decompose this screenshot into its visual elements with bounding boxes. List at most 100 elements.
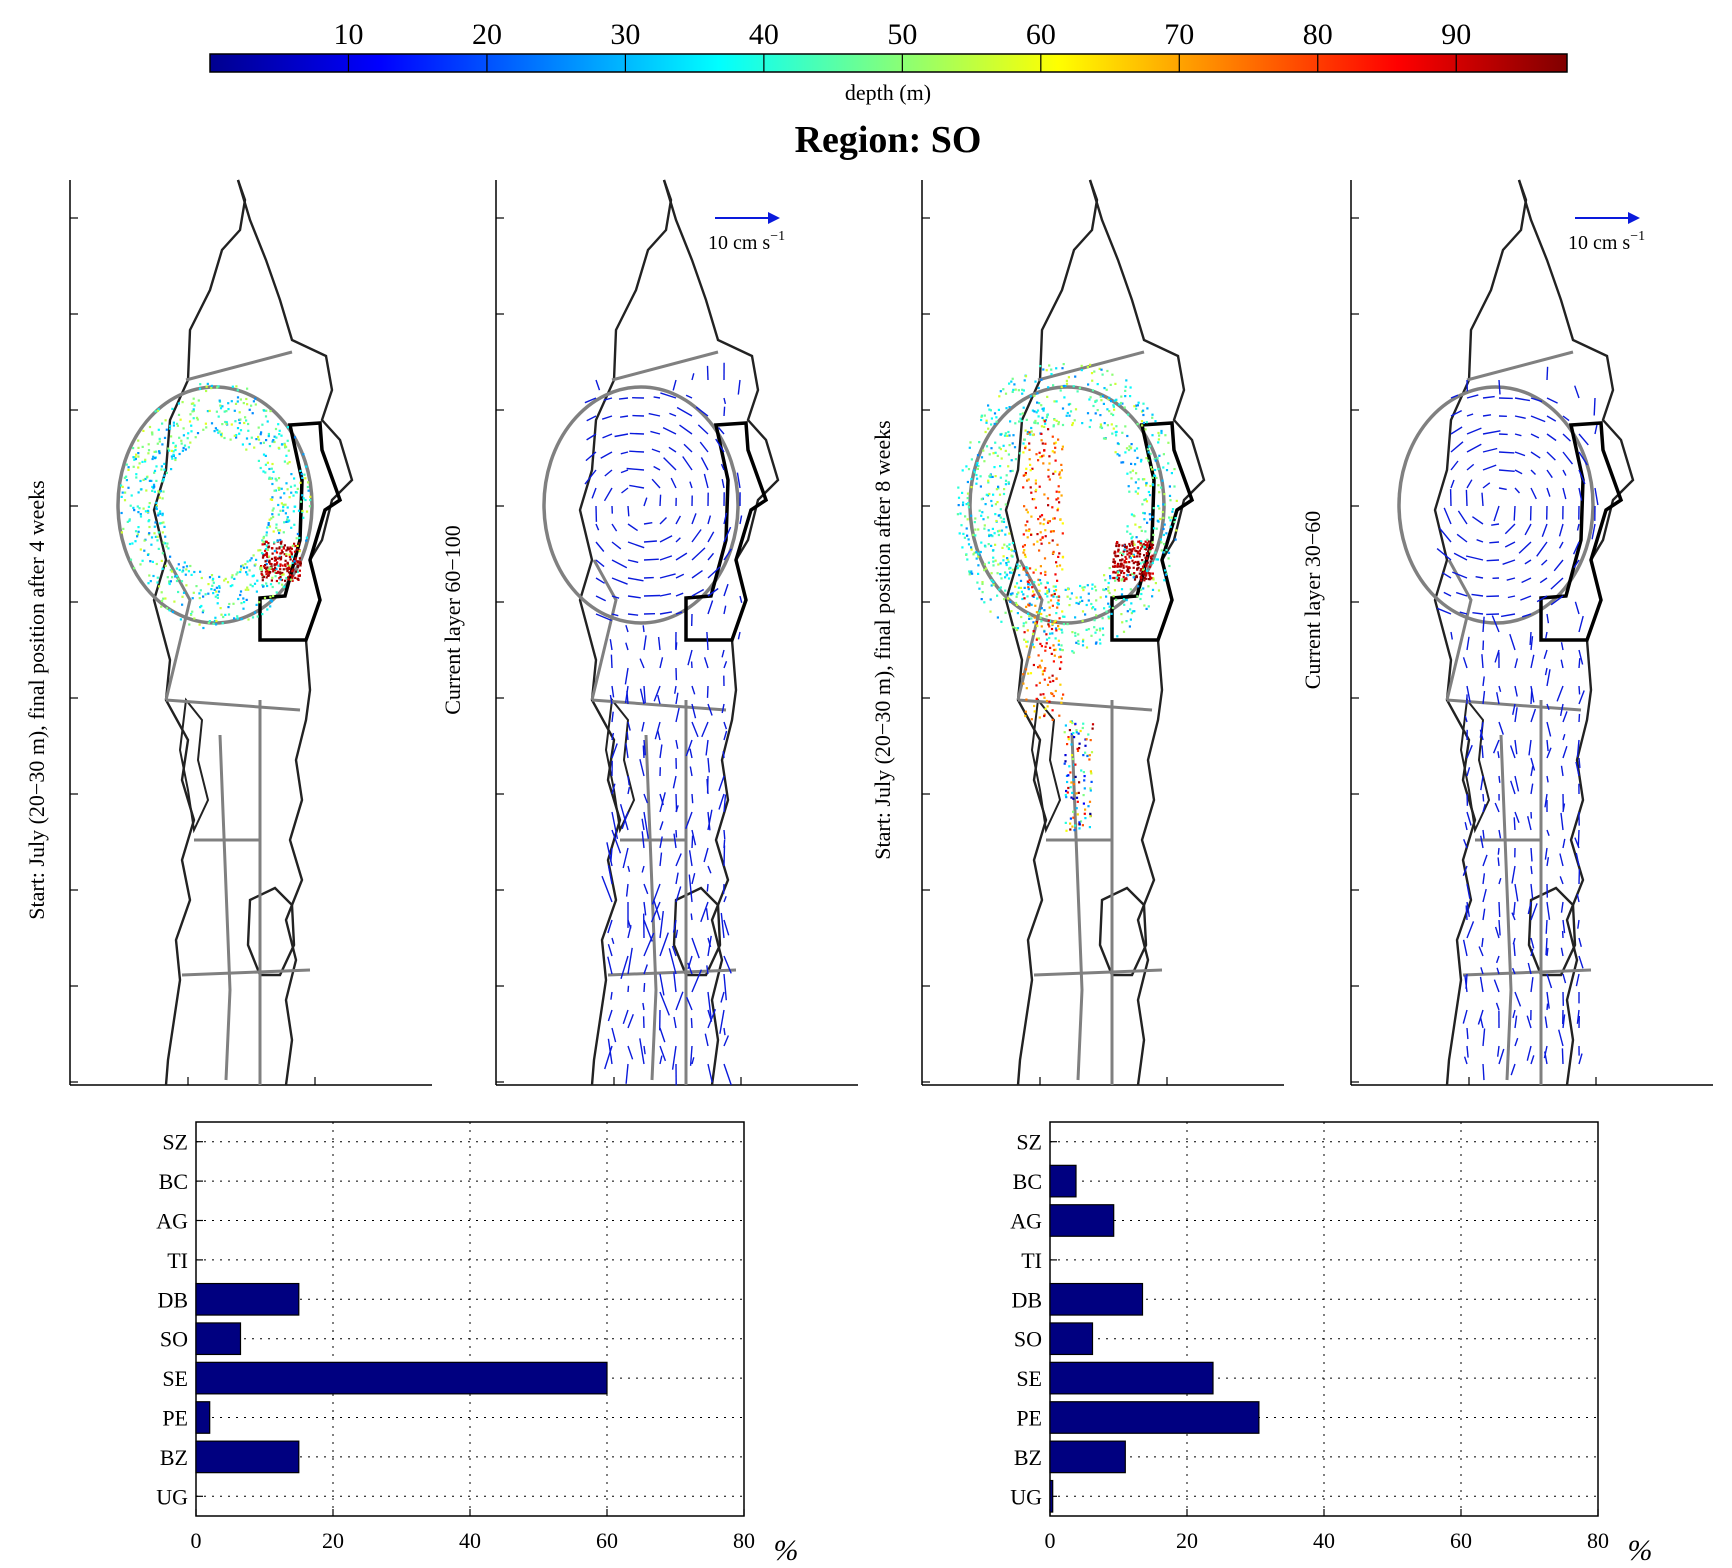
particle	[1014, 458, 1017, 461]
current-arrow	[1482, 854, 1488, 867]
particle	[133, 567, 136, 570]
particle	[1072, 810, 1075, 813]
particle	[1070, 796, 1073, 799]
particle	[278, 529, 282, 532]
particle	[1055, 419, 1058, 422]
particle	[129, 558, 133, 561]
current-arrow	[700, 457, 709, 471]
particle	[1152, 577, 1155, 580]
particle	[976, 462, 979, 465]
particle	[239, 590, 243, 593]
particle	[1052, 660, 1055, 663]
current-arrow	[611, 595, 620, 599]
particle	[1021, 392, 1024, 395]
particle	[259, 433, 262, 436]
particle	[1066, 595, 1069, 598]
particle	[1045, 638, 1049, 641]
particle	[1089, 787, 1092, 790]
particle	[1145, 557, 1148, 560]
particle	[970, 570, 973, 573]
particle	[1043, 696, 1046, 699]
particle	[1046, 705, 1049, 708]
particle	[987, 427, 990, 430]
particle	[981, 511, 984, 514]
current-arrow	[690, 1018, 693, 1029]
particle	[995, 420, 998, 423]
highlight-region-outline	[1539, 421, 1624, 642]
highlight-region-outline	[684, 421, 769, 642]
particle	[171, 610, 175, 614]
current-arrow	[611, 541, 622, 550]
particle	[269, 605, 272, 608]
particle	[1053, 517, 1056, 520]
particle	[1024, 668, 1028, 671]
particle	[1052, 425, 1055, 428]
colorbar-tick-label: 80	[1303, 18, 1333, 51]
bar-DB	[195, 1282, 300, 1316]
particle	[216, 428, 219, 432]
particle	[1126, 574, 1129, 577]
particle	[148, 479, 151, 482]
particle	[152, 455, 155, 458]
particle	[1086, 412, 1090, 415]
particle	[1124, 451, 1127, 454]
current-arrow	[1452, 571, 1468, 579]
particle	[1155, 527, 1158, 530]
particle	[1064, 821, 1067, 824]
particle	[1061, 649, 1064, 652]
category-label: PE	[162, 1406, 188, 1431]
particle	[972, 533, 975, 536]
particle	[192, 408, 195, 411]
particle	[282, 546, 285, 549]
particle	[1029, 567, 1032, 570]
particle	[262, 554, 265, 557]
particle	[147, 449, 151, 452]
particle	[1174, 517, 1177, 520]
particle	[141, 445, 144, 448]
particle	[1098, 629, 1102, 632]
current-arrow	[717, 427, 725, 435]
current-arrow	[1482, 690, 1486, 705]
particle	[1113, 408, 1116, 411]
particle	[1002, 559, 1005, 562]
particle	[1128, 490, 1131, 493]
particle	[1057, 423, 1060, 426]
current-arrow	[1546, 947, 1549, 957]
particle	[1058, 627, 1061, 631]
particle	[1071, 721, 1074, 725]
particle	[1016, 612, 1019, 615]
particle	[1120, 565, 1123, 568]
particle	[1091, 607, 1094, 610]
particle	[1136, 456, 1139, 459]
particle	[1025, 698, 1028, 701]
particle	[1059, 683, 1062, 686]
particle	[229, 585, 232, 588]
particle	[1045, 369, 1048, 372]
particle	[296, 548, 299, 551]
particle	[961, 491, 964, 494]
particle	[225, 421, 228, 424]
particle	[1031, 498, 1034, 501]
particle	[1010, 571, 1013, 574]
current-arrow	[1562, 973, 1567, 984]
particle	[1022, 625, 1025, 628]
particle	[286, 570, 289, 573]
particle	[291, 574, 294, 577]
particle	[989, 474, 992, 477]
particle	[1010, 610, 1013, 613]
current-arrow	[659, 744, 663, 759]
particle	[1072, 778, 1075, 781]
particle	[230, 576, 233, 579]
particle	[978, 441, 981, 444]
particle	[1124, 425, 1127, 428]
current-arrow	[1496, 967, 1500, 975]
current-arrow	[1466, 901, 1470, 917]
particle	[1105, 610, 1108, 613]
particle	[1145, 500, 1149, 503]
particle	[1076, 749, 1080, 752]
particle	[265, 563, 268, 566]
particle	[279, 538, 282, 542]
particle	[276, 561, 279, 564]
particle	[1074, 634, 1077, 637]
particle	[1050, 692, 1053, 695]
